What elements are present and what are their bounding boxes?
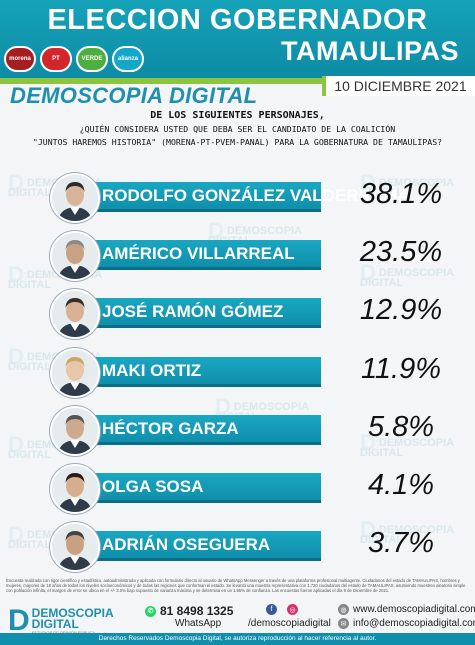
social-icons: f ◎ bbox=[266, 604, 302, 615]
question-line2: ¿QUIÉN CONSIDERA USTED QUE DEBA SER EL C… bbox=[79, 124, 396, 134]
candidate-bar bbox=[68, 473, 321, 503]
date-badge: 10 DICIEMBRE 2021 bbox=[322, 76, 475, 96]
candidate-percentage: 4.1% bbox=[367, 469, 435, 501]
candidate-name: JOSÉ RAMÓN GÓMEZ bbox=[102, 302, 284, 322]
title-line2: TAMAULIPAS bbox=[281, 36, 459, 66]
social-handle-text: /demoscopiadigital bbox=[248, 618, 331, 629]
candidate-row: ADRIÁN OSEGUERA 3.7% bbox=[0, 519, 475, 575]
candidate-row: AMÉRICO VILLARREAL 23.5% bbox=[0, 228, 475, 284]
copyright-bar: Derechos Reservados Demoscopia Digital, … bbox=[0, 633, 475, 645]
question-line1: DE LOS SIGUIENTES PERSONAJES, bbox=[150, 110, 325, 121]
candidate-percentage: 5.8% bbox=[367, 410, 435, 443]
brand-name: DEMOSCOPIA DIGITAL bbox=[10, 83, 258, 108]
whatsapp-label: WhatsApp bbox=[175, 618, 221, 629]
candidate-photo-icon bbox=[50, 405, 100, 456]
website-link[interactable]: ◍ www.demoscopiadigital.com bbox=[338, 604, 475, 615]
candidate-bar bbox=[68, 356, 321, 387]
email-link[interactable]: ✉ info@demoscopiadigital.com bbox=[338, 618, 475, 629]
candidate-row: OLGA SOSA 4.1% bbox=[0, 461, 475, 517]
party-logo-2: VERDE bbox=[76, 46, 108, 72]
whatsapp-icon: ✆ bbox=[145, 605, 156, 617]
candidate-row: JOSÉ RAMÓN GÓMEZ 12.9% bbox=[0, 286, 475, 342]
candidate-name: HÉCTOR GARZA bbox=[102, 418, 239, 438]
logo-title2: DIGITAL bbox=[31, 616, 79, 631]
facebook-icon[interactable]: f bbox=[266, 604, 277, 615]
party-logo-1: PT bbox=[40, 46, 72, 72]
candidate-name: AMÉRICO VILLARREAL bbox=[102, 244, 295, 264]
question-line3: "JUNTOS HAREMOS HISTORIA" (MORENA-PT-PVE… bbox=[32, 137, 443, 147]
logo-title1: DEMOSCOPIA bbox=[31, 605, 114, 620]
candidate-photo-icon bbox=[50, 173, 100, 223]
candidate-bar bbox=[68, 182, 321, 212]
instagram-icon[interactable]: ◎ bbox=[287, 604, 298, 615]
email-text: info@demoscopiadigital.com bbox=[353, 618, 475, 629]
candidate-row: MAKI ORTIZ 11.9% bbox=[0, 345, 475, 401]
header-accent-stripe bbox=[0, 78, 475, 84]
party-logo-3: alianza bbox=[112, 46, 144, 72]
candidate-bar bbox=[68, 240, 321, 271]
candidate-name: MAKI ORTIZ bbox=[102, 360, 202, 380]
logo-mark-icon: D bbox=[8, 604, 30, 637]
candidate-photo-icon bbox=[50, 231, 100, 282]
header-banner: ELECCION GOBERNADOR TAMAULIPAS morena PT V… bbox=[0, 0, 475, 78]
candidate-percentage: 23.5% bbox=[359, 236, 443, 269]
methodology-note: Encuesta realizada con rigor científico … bbox=[6, 578, 466, 593]
logo-subtitle: ESTUDIOS DE OPINIÓN PÚBLICA bbox=[31, 629, 96, 635]
website-text: www.demoscopiadigital.com bbox=[353, 604, 475, 615]
candidate-percentage: 3.7% bbox=[367, 527, 435, 560]
social-handle[interactable]: /demoscopiadigital bbox=[248, 618, 331, 629]
candidate-photo-icon bbox=[50, 347, 100, 398]
party-logo-0: morena bbox=[4, 46, 36, 72]
candidate-name: ADRIÁN OSEGUERA bbox=[102, 535, 271, 555]
candidate-bar bbox=[68, 414, 321, 445]
candidate-photo-icon bbox=[50, 289, 100, 340]
whatsapp-label-text: WhatsApp bbox=[175, 618, 222, 629]
footer-logo: D DEMOSCOPIA DIGITAL ESTUDIOS DE OPINIÓN… bbox=[8, 604, 114, 638]
candidate-percentage: 12.9% bbox=[359, 294, 443, 327]
globe-icon: ◍ bbox=[338, 604, 349, 615]
candidate-row: RODOLFO GONZÁLEZ VALDERRAMA 38.1% bbox=[0, 170, 475, 226]
whatsapp-number: 81 8498 1325 bbox=[160, 604, 234, 618]
candidate-name: RODOLFO GONZÁLEZ VALDERRAMA bbox=[102, 186, 410, 205]
party-logos: morena PT VERDE alianza bbox=[4, 46, 144, 72]
candidate-bar bbox=[68, 298, 321, 329]
mail-icon: ✉ bbox=[338, 618, 349, 629]
title-line1: ELECCION GOBERNADOR bbox=[47, 4, 428, 36]
candidate-percentage: 11.9% bbox=[360, 352, 442, 385]
candidate-name: OLGA SOSA bbox=[102, 477, 204, 496]
candidate-row: HÉCTOR GARZA 5.8% bbox=[0, 403, 475, 459]
candidate-photo-icon bbox=[50, 522, 100, 573]
whatsapp-contact[interactable]: ✆ 81 8498 1325 bbox=[145, 604, 233, 618]
candidate-photo-icon bbox=[50, 464, 100, 514]
survey-question: DE LOS SIGUIENTES PERSONAJES, ¿QUIÉN CON… bbox=[0, 110, 475, 147]
candidate-percentage: 38.1% bbox=[359, 178, 443, 210]
candidate-bar bbox=[68, 531, 321, 562]
